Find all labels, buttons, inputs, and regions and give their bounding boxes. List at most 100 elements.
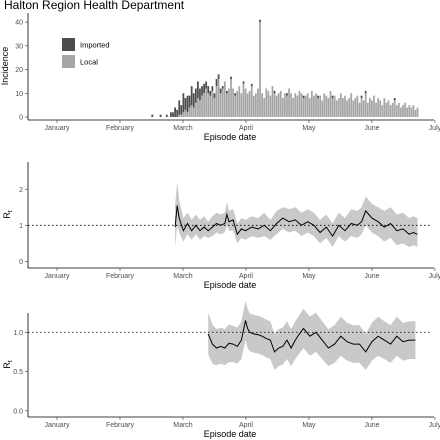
bar-local [230, 79, 232, 117]
bar-local [209, 95, 212, 117]
x-tick-label: June [364, 125, 379, 132]
bar-imported [180, 105, 183, 115]
bar-local [271, 86, 274, 117]
bar-imported [364, 90, 367, 94]
bar-local [306, 93, 309, 117]
bar-imported [302, 95, 305, 99]
bar-local [348, 98, 351, 117]
bar-local [331, 98, 334, 117]
x-tick-label: February [106, 273, 135, 280]
bar-local [267, 90, 270, 117]
bar-local [226, 93, 228, 117]
bar-local [213, 98, 216, 117]
bar-local [375, 102, 377, 117]
legend-key-imported [62, 38, 75, 51]
bar-local [194, 102, 197, 117]
bar-local [385, 102, 388, 117]
bar-local [377, 98, 380, 117]
bar-local [358, 102, 361, 117]
bar-imported [286, 93, 288, 96]
bar-local [232, 88, 234, 117]
bar-local [186, 112, 189, 117]
y-tick-label: 1 [19, 223, 23, 230]
bar-imported [213, 93, 216, 99]
bar-local [310, 90, 313, 117]
y-axis-title: Rt [2, 360, 14, 369]
bar-local [281, 98, 284, 117]
bar-local [273, 93, 276, 117]
bar-imported [273, 90, 276, 94]
bar-imported [170, 112, 172, 117]
bar-imported [219, 88, 222, 94]
x-tick-label: April [239, 125, 253, 132]
bar-local [228, 88, 230, 117]
bar-imported [201, 86, 203, 96]
bar-imported [259, 19, 261, 23]
x-tick-label: March [173, 273, 193, 280]
bar-local [269, 95, 272, 117]
y-tick-label: 30 [15, 43, 23, 50]
y-axis-title: Incidence [0, 47, 10, 86]
bar-local [323, 93, 326, 117]
bar-local [265, 88, 268, 117]
bar-local [217, 79, 220, 117]
x-tick-label: January [45, 125, 70, 132]
bar-local [288, 88, 290, 117]
bar-local [389, 105, 392, 117]
bar-local [255, 93, 257, 117]
bar-local [364, 93, 367, 117]
bar-local [325, 95, 328, 117]
bar-local [199, 100, 201, 117]
x-tick-label: July [429, 273, 440, 280]
bar-local [201, 95, 203, 117]
bar-imported [234, 93, 237, 96]
bar-local [391, 102, 394, 117]
bar-local [315, 93, 317, 117]
bar-imported [184, 98, 187, 110]
x-tick-label: February [106, 422, 135, 429]
bar-imported [360, 95, 363, 99]
bar-imported [203, 83, 205, 94]
y-tick-label: 1.0 [13, 330, 23, 337]
bar-local [261, 93, 263, 117]
bar-local [242, 83, 245, 117]
rt-line [207, 320, 416, 353]
bar-imported [176, 109, 179, 117]
bar-local [259, 22, 261, 117]
bar-imported [192, 93, 195, 108]
bar-local [402, 105, 404, 117]
x-tick-label: June [364, 273, 379, 280]
bar-local [335, 100, 338, 117]
x-tick-label: January [45, 273, 70, 280]
bar-imported [226, 90, 228, 94]
bar-local [219, 93, 222, 117]
x-tick-label: July [429, 125, 440, 132]
bar-local [319, 95, 322, 117]
bar-imported [190, 86, 193, 106]
legend-label-imported: Imported [80, 41, 110, 50]
x-axis-title: Episode date [204, 429, 257, 439]
bar-local [180, 114, 183, 117]
y-tick-label: 10 [15, 91, 23, 98]
bar-local [290, 93, 292, 117]
bar-local [236, 90, 239, 117]
x-tick-label: January [45, 422, 70, 429]
bar-local [308, 98, 311, 117]
bar-local [292, 98, 295, 117]
bar-imported [317, 95, 319, 99]
bar-local [317, 98, 319, 117]
x-tick-label: March [173, 125, 193, 132]
bar-local [337, 98, 340, 117]
bar-imported [165, 114, 168, 117]
bar-local [238, 86, 241, 117]
bar-local [395, 105, 398, 117]
bar-imported [194, 88, 197, 103]
bar-imported [159, 114, 162, 117]
bar-local [296, 95, 299, 117]
bar-local [246, 93, 249, 117]
bar-local [188, 107, 191, 117]
bar-local [350, 93, 353, 117]
bar-local [207, 93, 210, 117]
bar-local [313, 95, 315, 117]
panel-2: 0 1 2 January February March April May June July E… [2, 162, 440, 290]
